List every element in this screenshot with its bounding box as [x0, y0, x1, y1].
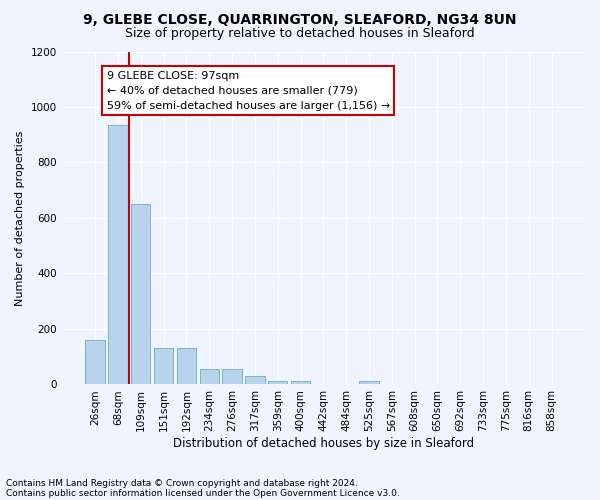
Bar — [268, 381, 287, 384]
Bar — [359, 381, 379, 384]
Text: Contains HM Land Registry data © Crown copyright and database right 2024.: Contains HM Land Registry data © Crown c… — [6, 478, 358, 488]
Y-axis label: Number of detached properties: Number of detached properties — [15, 130, 25, 306]
Bar — [200, 368, 219, 384]
Bar — [154, 348, 173, 384]
Bar — [245, 376, 265, 384]
Text: 9, GLEBE CLOSE, QUARRINGTON, SLEAFORD, NG34 8UN: 9, GLEBE CLOSE, QUARRINGTON, SLEAFORD, N… — [83, 12, 517, 26]
Bar — [131, 204, 151, 384]
Bar — [291, 381, 310, 384]
Bar — [108, 125, 128, 384]
Text: Contains public sector information licensed under the Open Government Licence v3: Contains public sector information licen… — [6, 488, 400, 498]
Text: 9 GLEBE CLOSE: 97sqm
← 40% of detached houses are smaller (779)
59% of semi-deta: 9 GLEBE CLOSE: 97sqm ← 40% of detached h… — [107, 71, 390, 110]
Bar — [177, 348, 196, 384]
X-axis label: Distribution of detached houses by size in Sleaford: Distribution of detached houses by size … — [173, 437, 474, 450]
Bar — [85, 340, 105, 384]
Text: Size of property relative to detached houses in Sleaford: Size of property relative to detached ho… — [125, 28, 475, 40]
Bar — [223, 368, 242, 384]
